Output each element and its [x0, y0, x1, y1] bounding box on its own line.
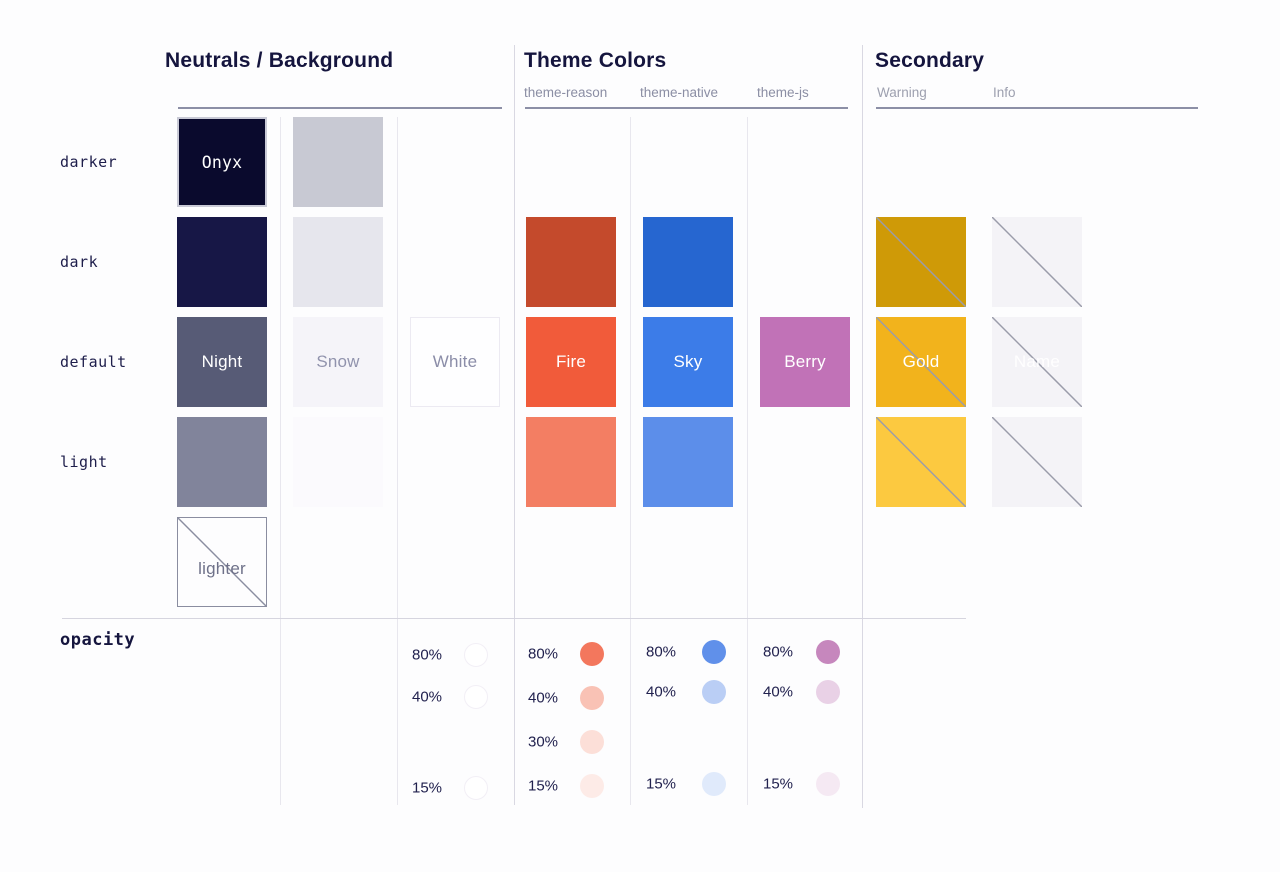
- opacity-pct-label: 30%: [528, 733, 559, 751]
- row-label-darker: darker: [60, 153, 118, 171]
- swatch-fire[interactable]: Fire: [526, 317, 616, 407]
- swatch-berry[interactable]: Berry: [760, 317, 850, 407]
- swatch-name-label: Snow: [316, 352, 360, 371]
- diagonal-slash-icon: [876, 417, 966, 507]
- swatch-name-label: White: [432, 352, 478, 371]
- swatch-gold-dark[interactable]: [876, 217, 966, 307]
- column-sub-label: Info: [993, 85, 1016, 100]
- swatch-sky-light[interactable]: [643, 417, 733, 507]
- opacity-pct-label: 40%: [412, 688, 443, 706]
- swatch-neutral-light[interactable]: [177, 417, 267, 507]
- swatch-info[interactable]: Name: [992, 317, 1082, 407]
- column-divider: [280, 117, 281, 805]
- opacity-pct-label: 15%: [646, 775, 677, 793]
- swatch-bg-light[interactable]: [293, 417, 383, 507]
- swatch-snow[interactable]: Snow: [293, 317, 383, 407]
- diagonal-slash-icon: [992, 417, 1082, 507]
- swatch-name-label: lighter: [198, 559, 246, 578]
- opacity-dot-sky[interactable]: [702, 680, 726, 704]
- column-sub-label: theme-reason: [524, 85, 608, 100]
- opacity-dot-sky[interactable]: [702, 772, 726, 796]
- swatch-name-label: Night: [201, 352, 243, 371]
- opacity-dot-white[interactable]: [464, 643, 488, 667]
- swatch-sky-dark[interactable]: [643, 217, 733, 307]
- opacity-pct-label: 80%: [412, 646, 443, 664]
- row-label-dark: dark: [60, 253, 99, 271]
- swatch-info-dark[interactable]: [992, 217, 1082, 307]
- diagonal-slash-icon: [992, 217, 1082, 307]
- swatch-name-label: Onyx: [201, 152, 243, 172]
- column-divider: [630, 117, 631, 805]
- opacity-pct-label: 80%: [763, 643, 794, 661]
- swatch-bg-dark[interactable]: [293, 217, 383, 307]
- section-title: Neutrals / Background: [165, 49, 394, 72]
- swatch-name-label: Fire: [555, 352, 587, 371]
- swatch-sky[interactable]: Sky: [643, 317, 733, 407]
- row-label-light: light: [60, 453, 108, 471]
- opacity-dot-berry[interactable]: [816, 640, 840, 664]
- section-title: Theme Colors: [524, 49, 667, 72]
- opacity-divider: [62, 618, 966, 619]
- swatch-fire-light[interactable]: [526, 417, 616, 507]
- section-underline: [876, 107, 1198, 109]
- column-sub-label: theme-js: [757, 85, 809, 100]
- opacity-pct-label: 80%: [646, 643, 677, 661]
- opacity-dot-fire[interactable]: [580, 730, 604, 754]
- swatch-bg-darker[interactable]: [293, 117, 383, 207]
- swatch-info-light[interactable]: [992, 417, 1082, 507]
- swatch-name-label: Berry: [784, 352, 826, 371]
- swatch-onyx[interactable]: Onyx: [177, 117, 267, 207]
- opacity-pct-label: 80%: [528, 645, 559, 663]
- swatch-name-label: Sky: [673, 352, 703, 371]
- section-divider: [514, 45, 515, 805]
- opacity-pct-label: 15%: [412, 779, 443, 797]
- swatch-name-label: Gold: [902, 352, 940, 371]
- swatch-neutral-dark[interactable]: [177, 217, 267, 307]
- opacity-dot-sky[interactable]: [702, 640, 726, 664]
- opacity-dot-white[interactable]: [464, 685, 488, 709]
- opacity-dot-fire[interactable]: [580, 686, 604, 710]
- swatch-name-label: Name: [1013, 352, 1061, 371]
- swatch-gold-light[interactable]: [876, 417, 966, 507]
- opacity-section-label: opacity: [60, 630, 136, 650]
- opacity-pct-label: 40%: [763, 683, 794, 701]
- diagonal-slash-icon: [876, 217, 966, 307]
- opacity-dot-fire[interactable]: [580, 774, 604, 798]
- swatch-night[interactable]: Night: [177, 317, 267, 407]
- opacity-dot-white[interactable]: [464, 776, 488, 800]
- opacity-pct-label: 15%: [763, 775, 794, 793]
- swatch-gold[interactable]: Gold: [876, 317, 966, 407]
- column-divider: [747, 117, 748, 805]
- section-underline: [178, 107, 502, 109]
- section-title: Secondary: [875, 49, 985, 72]
- swatch-white[interactable]: White: [410, 317, 500, 407]
- opacity-dot-berry[interactable]: [816, 772, 840, 796]
- opacity-dot-berry[interactable]: [816, 680, 840, 704]
- opacity-dot-fire[interactable]: [580, 642, 604, 666]
- swatch-lighter[interactable]: lighter: [177, 517, 267, 607]
- row-label-default: default: [60, 353, 127, 371]
- opacity-pct-label: 40%: [646, 683, 677, 701]
- column-sub-label: Warning: [877, 85, 927, 100]
- opacity-pct-label: 15%: [528, 777, 559, 795]
- opacity-pct-label: 40%: [528, 689, 559, 707]
- column-divider: [397, 117, 398, 805]
- swatch-fire-dark[interactable]: [526, 217, 616, 307]
- column-sub-label: theme-native: [640, 85, 719, 100]
- section-underline: [525, 107, 848, 109]
- section-divider: [862, 45, 863, 808]
